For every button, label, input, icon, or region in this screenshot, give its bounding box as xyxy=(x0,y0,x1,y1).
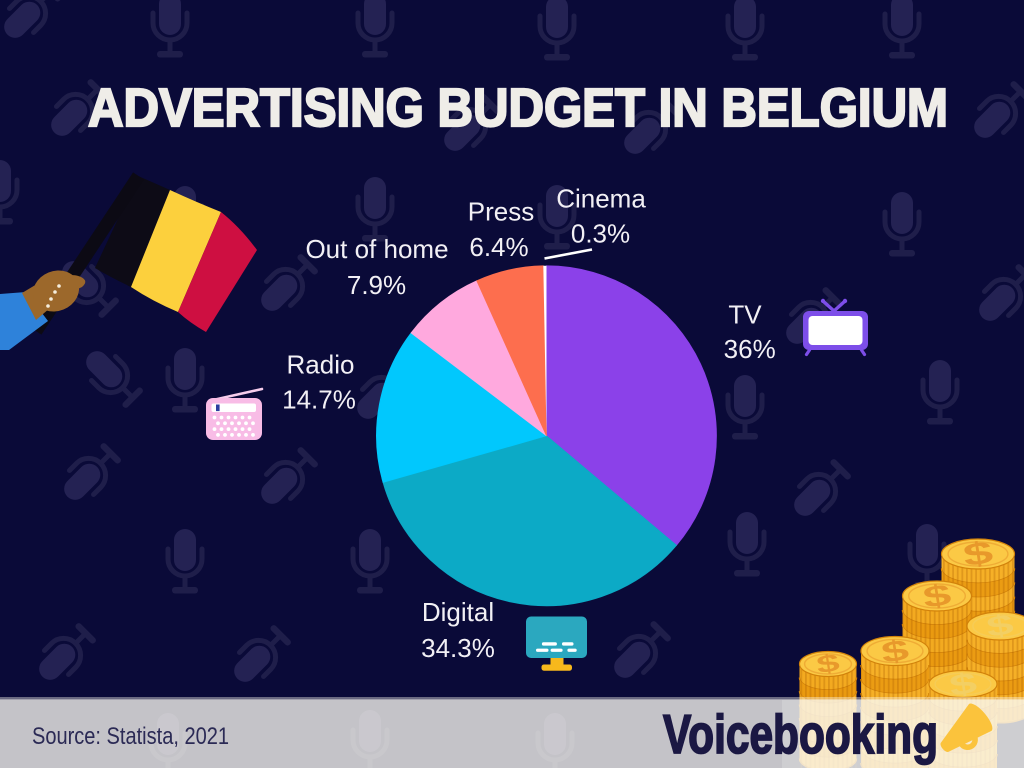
svg-text:7.9%: 7.9% xyxy=(347,270,406,300)
svg-text:0.3%: 0.3% xyxy=(571,219,630,249)
svg-text:$: $ xyxy=(984,608,1015,644)
svg-text:TV: TV xyxy=(728,299,762,329)
svg-text:34.3%: 34.3% xyxy=(421,633,495,663)
svg-text:36%: 36% xyxy=(724,334,776,364)
svg-text:$: $ xyxy=(879,632,911,669)
svg-text:Source: Statista, 2021: Source: Statista, 2021 xyxy=(32,723,229,750)
svg-text:Digital: Digital xyxy=(422,597,494,627)
svg-text:$: $ xyxy=(947,665,979,702)
svg-text:6.4%: 6.4% xyxy=(469,232,528,262)
svg-text:Voicebooking: Voicebooking xyxy=(663,703,938,765)
svg-text:Cinema: Cinema xyxy=(556,184,646,214)
svg-text:ADVERTISING BUDGET IN BELGIUM: ADVERTISING BUDGET IN BELGIUM xyxy=(88,78,948,138)
svg-text:14.7%: 14.7% xyxy=(282,385,356,415)
svg-text:$: $ xyxy=(961,534,996,574)
svg-text:$: $ xyxy=(921,577,954,614)
svg-text:Out of home: Out of home xyxy=(305,234,448,264)
svg-text:$: $ xyxy=(815,649,842,680)
svg-text:Press: Press xyxy=(468,197,534,227)
svg-text:Radio: Radio xyxy=(287,349,355,379)
